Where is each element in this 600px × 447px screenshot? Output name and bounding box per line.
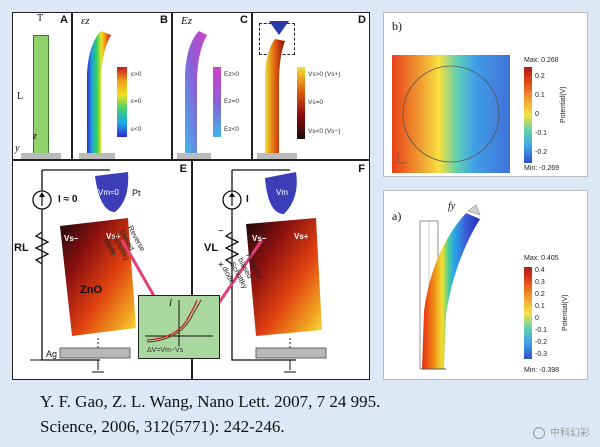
panel-b: B εz ε>0 ε=0 ε<0 xyxy=(72,12,172,160)
citation-line-2: Science, 2006, 312(5771): 242-246. xyxy=(40,417,285,436)
watermark-text: 中科幻彩 xyxy=(550,428,590,439)
panel-b-label: B xyxy=(160,14,168,26)
panel-c: C Ez Ez>0 Ez=0 Ez<0 xyxy=(172,12,252,160)
panel-a-label: A xyxy=(60,14,68,26)
figure-b-label: b) xyxy=(392,19,402,33)
figure-a-force: fy xyxy=(448,201,456,212)
e-vs-minus: Vs− xyxy=(64,234,79,243)
e-base: Ag xyxy=(46,349,58,359)
panel-d-label: D xyxy=(358,14,366,26)
panel-c-base xyxy=(177,153,211,159)
figure-b-circle xyxy=(397,65,500,164)
field-legend-neg: Ez<0 xyxy=(224,126,239,133)
e-tip-label: Vm≈0 xyxy=(98,188,119,197)
figure-b: b) Max: 0.268 0.2 0.1 0 -0.1 -0.2 Min: -… xyxy=(383,12,588,177)
figure-a-colorbar xyxy=(524,267,532,359)
figure-b-tick-3: 0 xyxy=(535,111,539,118)
figure-b-tick-5: -0.2 xyxy=(535,149,548,156)
figure-b-map xyxy=(392,55,510,173)
figure-a-label: a) xyxy=(392,209,402,223)
figure-b-tick-2: 0.1 xyxy=(535,92,545,99)
citation-line-1: Y. F. Gao, Z. L. Wang, Nano Lett. 2007, … xyxy=(40,392,381,411)
figure-b-min: Min: -0.269 xyxy=(524,165,560,172)
figure-a-beam xyxy=(419,204,481,370)
watermark: 中科幻彩 xyxy=(532,424,590,439)
l-label: L xyxy=(17,91,24,102)
potential-legend-zero: Vs=0 xyxy=(308,99,323,106)
figure-a-tick-7: -0.2 xyxy=(535,339,548,346)
panel-a-base xyxy=(21,153,61,159)
field-legend-pos: Ez>0 xyxy=(224,71,239,78)
figure-a: a) fy Max: 0.405 0.4 0.3 0.2 0.1 0 -0.1 … xyxy=(383,190,588,380)
iv-i-label: I xyxy=(169,298,172,308)
field-colorbar xyxy=(213,67,221,137)
y-axis-label: y xyxy=(15,143,20,154)
figure-a-tick-1: 0.4 xyxy=(535,267,545,274)
e-resistor-label: RL xyxy=(14,242,29,254)
figure-b-tick-1: 0.2 xyxy=(535,73,545,80)
strain-legend-zero: ε=0 xyxy=(131,98,142,105)
figure-a-min: Min: -0.398 xyxy=(524,367,560,374)
f-voltage-label: VL xyxy=(204,242,219,254)
field-legend-zero: Ez=0 xyxy=(224,98,239,105)
figure-a-tick-2: 0.3 xyxy=(535,279,545,286)
strain-bent-rod xyxy=(87,31,111,153)
panel-c-label: C xyxy=(240,14,248,26)
panel-b-base xyxy=(79,153,115,159)
t-label: T xyxy=(37,13,44,24)
f-current-label: I xyxy=(246,194,249,205)
strain-legend-neg: ε<0 xyxy=(131,126,142,133)
potential-bent-rod xyxy=(265,21,289,153)
e-tip-metal: Pt xyxy=(132,188,141,198)
watermark-icon xyxy=(532,427,545,439)
f-tip-label: Vm xyxy=(276,188,288,197)
e-vs-plus: Vs+ xyxy=(106,232,121,241)
figure-b-colorbar xyxy=(524,67,532,163)
potential-legend-neg: Vs<0 (Vs−) xyxy=(308,128,341,135)
figure-a-cb-title: Potential(V) xyxy=(562,294,569,331)
figure-a-tick-6: -0.1 xyxy=(535,327,548,334)
panel-d-base xyxy=(257,153,297,159)
e-material: ZnO xyxy=(80,284,102,296)
figure-b-max: Max: 0.268 xyxy=(524,57,559,64)
strain-legend-pos: ε>0 xyxy=(131,71,142,78)
f-minus: − xyxy=(218,226,224,237)
figure-a-max: Max: 0.405 xyxy=(524,255,559,262)
field-symbol: Ez xyxy=(181,15,192,27)
potential-colorbar xyxy=(297,67,305,139)
figure-b-cb-title: Potential(V) xyxy=(560,86,567,123)
panel-e-label: E xyxy=(179,163,187,175)
iv-curve xyxy=(145,299,213,346)
figure-a-tick-8: -0.3 xyxy=(535,351,548,358)
f-plus: + xyxy=(218,260,224,271)
f-vs-plus: Vs+ xyxy=(294,232,309,241)
iv-v-label: ΔV=Vm−Vs xyxy=(147,347,184,354)
panel-a: A T L z y xyxy=(12,12,72,160)
z-axis-label: z xyxy=(33,131,37,142)
panel-f-label: F xyxy=(358,163,365,175)
strain-colorbar xyxy=(117,67,127,137)
figure-a-tick-4: 0.1 xyxy=(535,303,545,310)
iv-inset: I ΔV=Vm−Vs xyxy=(138,295,220,359)
figure-b-tick-4: -0.1 xyxy=(535,130,548,137)
panel-d: D Vs>0 (Vs+) Vs=0 Vs<0 (Vs−) xyxy=(252,12,370,160)
figure-a-tick-5: 0 xyxy=(535,315,539,322)
e-current-label: I ≈ 0 xyxy=(58,194,78,205)
strain-symbol: εz xyxy=(81,15,90,27)
f-vs-minus: Vs− xyxy=(252,234,267,243)
potential-legend-pos: Vs>0 (Vs+) xyxy=(308,71,341,78)
field-bent-rod xyxy=(185,31,207,153)
figure-a-tick-3: 0.2 xyxy=(535,291,545,298)
